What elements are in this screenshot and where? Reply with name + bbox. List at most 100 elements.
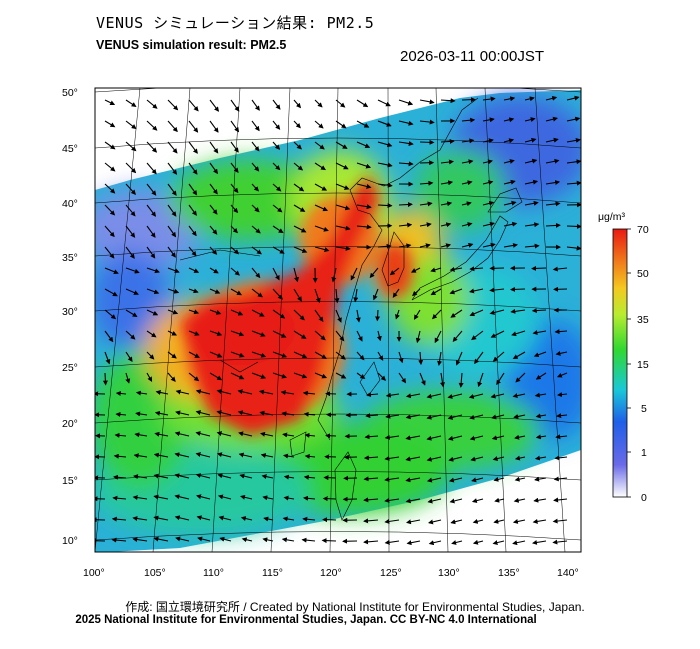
wind-arrow <box>104 246 115 259</box>
lat-tick-label: 30° <box>62 306 78 318</box>
wind-arrow <box>251 120 260 132</box>
wind-arrow <box>377 120 392 127</box>
wind-arrow <box>428 540 442 546</box>
wind-arrow <box>385 392 400 398</box>
wind-arrow <box>282 432 295 438</box>
wind-arrow <box>510 286 526 292</box>
wind-arrow <box>503 200 517 206</box>
wind-arrow <box>293 225 307 233</box>
wind-arrow <box>209 162 218 175</box>
wind-arrow <box>458 372 464 388</box>
colorbar-label: 70 <box>637 224 649 236</box>
wind-arrow <box>553 476 568 482</box>
wind-arrow <box>251 99 260 111</box>
wind-arrow <box>293 351 308 359</box>
wind-arrow <box>175 536 190 542</box>
lon-tick-label: 140° <box>557 567 579 579</box>
wind-arrow <box>451 540 463 545</box>
wind-arrow <box>188 351 200 358</box>
wind-arrow <box>153 494 169 500</box>
wind-arrow <box>167 288 180 294</box>
wind-arrow <box>477 372 484 388</box>
wind-arrow <box>377 99 391 107</box>
wind-arrow <box>419 180 434 186</box>
wind-arrow <box>534 455 547 461</box>
longitude-axis: 100° 105° 110° 115° 120° 125° 130° 135° … <box>83 567 579 579</box>
wind-arrow <box>430 267 442 273</box>
wind-arrow <box>335 330 345 342</box>
wind-arrow <box>104 120 116 128</box>
wind-arrow <box>469 309 484 317</box>
wind-arrow <box>552 518 568 524</box>
wind-arrow <box>230 267 240 276</box>
wind-arrow <box>230 351 245 358</box>
wind-arrow <box>398 99 414 106</box>
wind-arrow <box>448 477 463 483</box>
wind-arrow <box>489 287 505 293</box>
colorbar-label: 0 <box>641 492 647 504</box>
wind-arrow <box>405 414 421 420</box>
wind-arrow <box>153 536 169 542</box>
wind-arrow <box>230 162 239 173</box>
wind-arrow <box>461 117 476 123</box>
wind-arrow <box>314 372 328 379</box>
wind-arrow <box>115 411 127 417</box>
wind-arrow <box>363 497 379 503</box>
wind-arrow <box>449 288 463 295</box>
wind-arrow <box>555 434 568 440</box>
wind-arrow <box>303 495 316 501</box>
wind-arrow <box>514 476 526 482</box>
wind-arrow <box>471 477 484 483</box>
wind-arrow <box>134 432 148 438</box>
wind-arrow <box>146 120 158 131</box>
pm25-concentration-field <box>95 90 581 552</box>
title-english: VENUS simulation result: PM2.5 <box>96 38 287 52</box>
wind-arrow <box>496 372 505 386</box>
wind-arrow <box>167 225 177 238</box>
colorbar-label: 5 <box>641 403 647 415</box>
wind-arrow <box>490 393 505 399</box>
wind-arrow <box>281 537 295 543</box>
wind-arrow <box>471 498 484 504</box>
wind-arrow <box>556 413 568 419</box>
wind-arrow <box>230 309 244 316</box>
wind-arrow <box>230 330 245 337</box>
wind-arrow <box>450 309 463 318</box>
wind-arrow <box>280 390 295 396</box>
wind-arrow <box>440 138 455 144</box>
wind-arrow <box>545 222 561 228</box>
wind-arrow <box>293 183 305 192</box>
wind-arrow <box>535 434 547 440</box>
wind-arrow <box>398 222 413 228</box>
wind-arrow <box>283 453 295 459</box>
wind-arrow <box>369 267 379 279</box>
wind-arrow <box>363 518 379 524</box>
wind-arrow <box>503 117 515 123</box>
wind-arrow <box>146 309 159 316</box>
wind-arrow <box>293 162 304 171</box>
wind-arrow <box>356 204 372 210</box>
wind-arrow <box>175 410 190 416</box>
wind-arrow <box>471 330 484 341</box>
wind-arrow <box>283 474 295 480</box>
wind-arrow <box>554 455 568 461</box>
wind-arrow <box>146 225 156 238</box>
wind-arrow <box>146 99 158 109</box>
wind-arrow <box>135 390 148 396</box>
wind-arrow <box>482 159 493 165</box>
wind-arrow <box>216 410 232 416</box>
wind-arrow <box>146 330 157 338</box>
wind-arrow <box>511 330 526 337</box>
lat-tick-label: 10° <box>62 535 78 547</box>
wind-arrow <box>566 116 581 122</box>
colorbar-label: 1 <box>641 447 647 459</box>
wind-arrow <box>398 243 412 249</box>
wind-arrow <box>426 456 442 462</box>
wind-arrow <box>314 183 328 191</box>
wind-arrow <box>111 516 127 522</box>
wind-arrow <box>125 183 136 195</box>
wind-arrow <box>258 389 274 395</box>
wind-arrow <box>293 288 302 302</box>
wind-arrow <box>489 309 505 315</box>
